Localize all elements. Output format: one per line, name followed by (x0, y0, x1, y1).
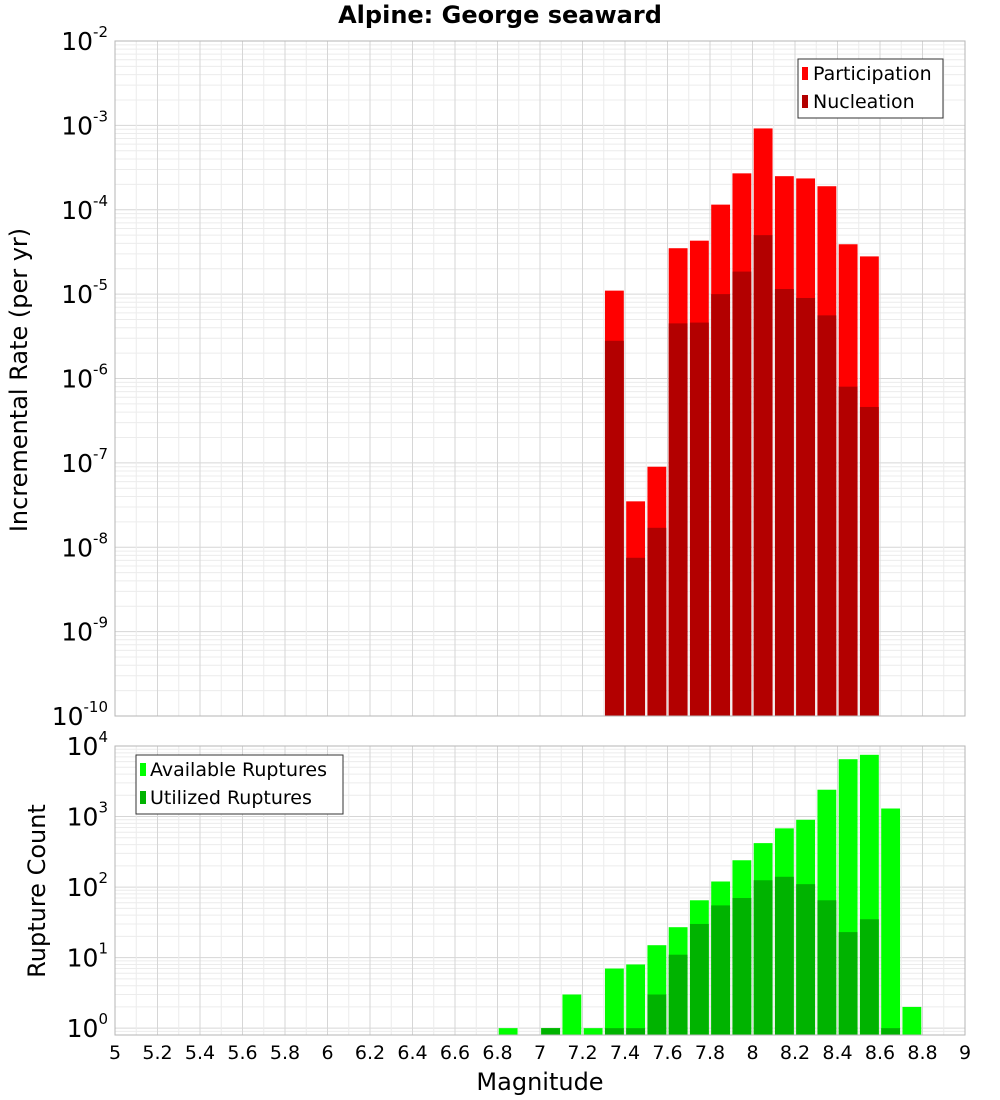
top-plot-frame (114, 40, 966, 717)
bar-utilized-ruptures (604, 1028, 624, 1035)
bar-utilized-ruptures (668, 954, 688, 1035)
x-tick-label: 5.8 (270, 1042, 300, 1064)
bar-available-ruptures (604, 968, 624, 1035)
x-tick-label: 8.4 (822, 1042, 852, 1064)
bar-utilized-ruptures (541, 1028, 561, 1035)
top-y-axis-ticks: 10-10 10-9 10-8 10-7 10-6 10-5 10-4 10-3 10-2 (52, 23, 108, 731)
x-tick-label: 8.8 (907, 1042, 937, 1064)
bar-utilized-ruptures (689, 923, 709, 1035)
y-tick-label: 10-2 (61, 23, 108, 56)
bar-available-ruptures (902, 1006, 922, 1035)
bar-nucleation (859, 406, 879, 716)
bar-nucleation (647, 527, 667, 716)
bottom-plot-frame (114, 745, 966, 1036)
y-tick-label: 10-4 (61, 192, 108, 225)
x-tick-label: 6.6 (440, 1042, 470, 1064)
bar-available-ruptures (498, 1028, 518, 1035)
legend-swatch-available-ruptures (140, 763, 146, 776)
x-tick-label: 7.8 (695, 1042, 725, 1064)
bar-utilized-ruptures (647, 994, 667, 1035)
x-tick-label: 8.2 (780, 1042, 810, 1064)
bar-nucleation (774, 289, 794, 716)
top-plot-bars (604, 128, 879, 717)
x-tick-label: 8 (746, 1042, 758, 1064)
x-tick-label: 6.8 (482, 1042, 512, 1064)
y-tick-label: 100 (67, 1010, 108, 1043)
bar-nucleation (626, 557, 646, 716)
y-tick-label: 104 (67, 728, 108, 761)
bar-available-ruptures (626, 964, 646, 1035)
bar-utilized-ruptures (774, 876, 794, 1035)
bar-utilized-ruptures (817, 900, 837, 1035)
legend-label-participation: Participation (813, 63, 932, 85)
legend-label-utilized-ruptures: Utilized Ruptures (150, 787, 312, 809)
bar-utilized-ruptures (753, 880, 773, 1035)
x-tick-label: 8.6 (865, 1042, 895, 1064)
x-tick-label: 6 (321, 1042, 333, 1064)
top-y-axis-label: Incremental Rate (per yr) (5, 228, 33, 532)
bar-utilized-ruptures (881, 1028, 901, 1035)
bar-available-ruptures (562, 994, 582, 1035)
legend-label-nucleation: Nucleation (813, 91, 915, 113)
top-plot-grid (114, 41, 966, 717)
bar-nucleation (796, 297, 816, 716)
bar-utilized-ruptures (796, 884, 816, 1035)
x-tick-label: 7.4 (610, 1042, 640, 1064)
bar-nucleation (753, 235, 773, 716)
x-tick-label: 5.6 (227, 1042, 257, 1064)
legend-swatch-nucleation (802, 95, 808, 108)
top-legend: Participation Nucleation (797, 58, 944, 119)
bar-utilized-ruptures (732, 898, 752, 1035)
x-tick-label: 6.4 (397, 1042, 427, 1064)
y-tick-label: 102 (67, 869, 108, 902)
bar-nucleation (604, 340, 624, 716)
chart-title: Alpine: George seaward (338, 1, 662, 29)
y-tick-label: 10-8 (61, 529, 108, 562)
bottom-legend-box (135, 754, 344, 815)
bar-nucleation (817, 315, 837, 716)
bar-nucleation (668, 323, 688, 716)
top-legend-box (797, 58, 944, 119)
bar-nucleation (711, 294, 731, 716)
x-tick-label: 7 (534, 1042, 546, 1064)
legend-label-available-ruptures: Available Ruptures (150, 759, 327, 781)
x-axis-label: Magnitude (476, 1068, 603, 1096)
bar-utilized-ruptures (859, 919, 879, 1035)
y-tick-label: 10-10 (52, 698, 108, 731)
bar-nucleation (732, 271, 752, 716)
y-tick-label: 10-6 (61, 361, 108, 394)
bar-available-ruptures (881, 808, 901, 1035)
x-tick-label: 5.4 (185, 1042, 215, 1064)
x-tick-label: 9 (959, 1042, 971, 1064)
x-tick-label: 6.2 (355, 1042, 385, 1064)
x-tick-label: 7.6 (652, 1042, 682, 1064)
y-tick-label: 10-7 (61, 445, 108, 478)
bottom-legend: Available Ruptures Utilized Ruptures (135, 754, 344, 815)
y-tick-label: 103 (67, 799, 108, 832)
bar-nucleation (838, 386, 858, 716)
y-tick-label: 10-3 (61, 107, 108, 140)
x-tick-label: 5 (109, 1042, 121, 1064)
x-tick-label: 5.2 (142, 1042, 172, 1064)
bottom-y-axis-ticks: 100 101 102 103 104 (67, 728, 108, 1043)
x-axis-ticks: 5 5.2 5.4 5.6 5.8 6 6.2 6.4 6.6 6.8 7 7.2 7.4 7.6 7.8 8… (109, 1042, 971, 1064)
y-tick-label: 10-5 (61, 276, 108, 309)
bar-utilized-ruptures (838, 932, 858, 1035)
y-tick-label: 10-9 (61, 614, 108, 647)
y-tick-label: 101 (67, 940, 108, 973)
bottom-y-axis-label: Rupture Count (23, 804, 51, 978)
x-tick-label: 7.2 (567, 1042, 597, 1064)
bar-nucleation (689, 322, 709, 716)
bar-available-ruptures (583, 1028, 603, 1035)
bar-utilized-ruptures (626, 1028, 646, 1035)
legend-swatch-participation (802, 67, 808, 80)
bar-utilized-ruptures (711, 905, 731, 1035)
bottom-plot-bars (498, 754, 922, 1035)
legend-swatch-utilized-ruptures (140, 791, 146, 804)
